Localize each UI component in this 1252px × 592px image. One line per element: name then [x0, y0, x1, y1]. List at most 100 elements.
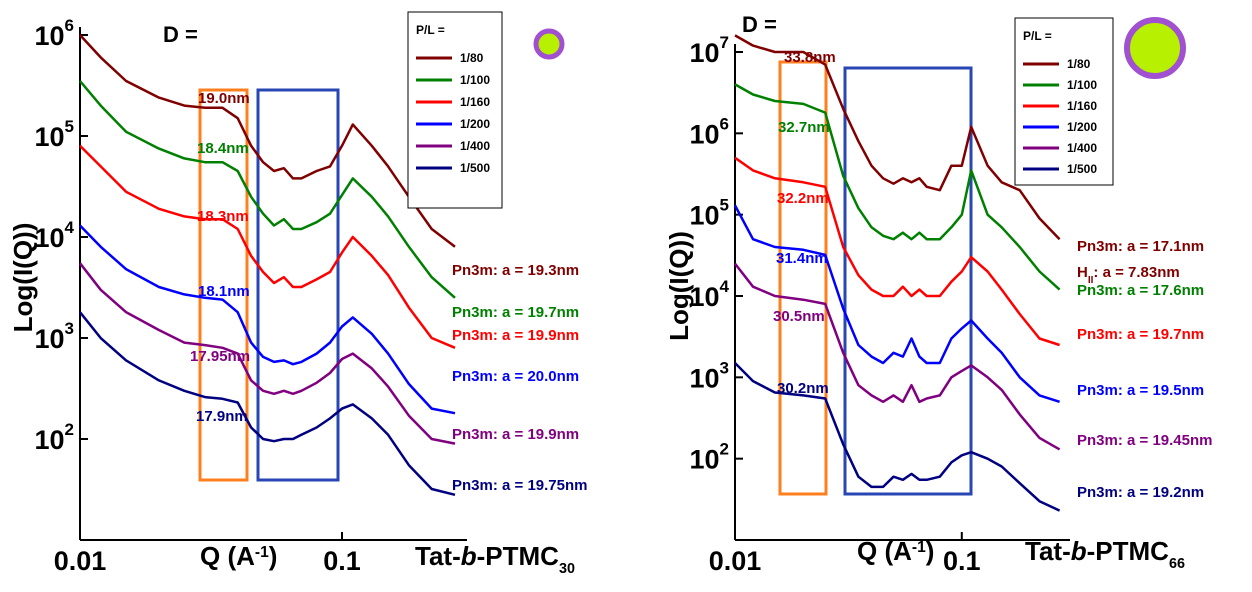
y-tick-exp: 5 [720, 196, 729, 215]
series-line [734, 34, 1061, 241]
y-tick-base: 10 [689, 38, 719, 68]
sample-label: Tat-b-PTMC66 [1025, 536, 1185, 572]
fit-label: Pn3m: a = 19.7nm [1077, 326, 1204, 343]
sample-label-part: Tat- [1025, 536, 1071, 566]
y-tick-label: 107 [689, 33, 729, 68]
y-tick-base: 10 [689, 282, 719, 312]
y-tick-label: 103 [34, 319, 74, 354]
fit-label: HII: a = 7.83nm [1077, 264, 1180, 286]
fit-label-part: : a = 7.83nm [1093, 264, 1179, 281]
legend-label: 1/80 [460, 51, 484, 65]
d-label: 19.0nm [198, 90, 250, 107]
sample-label-part: b [1071, 536, 1087, 566]
x-tick-label: 0.01 [709, 546, 762, 576]
y-tick-base: 10 [34, 21, 64, 51]
fit-label: Pn3m: a = 19.75nm [452, 477, 587, 494]
legend-label: 1/500 [1067, 162, 1097, 176]
x-tick-label: 0.1 [943, 546, 981, 576]
d-label: 30.2nm [777, 380, 829, 397]
y-tick-exp: 6 [65, 16, 74, 35]
vesicle-icon [533, 28, 565, 60]
y-tick-label: 104 [689, 277, 729, 312]
legend-label: 1/160 [460, 95, 490, 109]
series-line [79, 34, 456, 248]
d-label: 17.9nm [196, 408, 248, 425]
series-line [79, 80, 456, 299]
y-tick-base: 10 [689, 445, 719, 475]
y-tick-base: 10 [689, 201, 719, 231]
legend-label: 1/100 [1067, 78, 1097, 92]
y-tick-exp: 4 [65, 218, 75, 237]
legend-label: 1/200 [460, 117, 490, 131]
sample-label-part: 30 [559, 561, 575, 577]
series-line [79, 144, 456, 349]
y-tick-label: 106 [689, 114, 729, 149]
x-axis-label: Q (A-1) [857, 536, 934, 566]
legend-label: 1/100 [460, 73, 490, 87]
sample-label-part: b [461, 541, 477, 571]
y-tick-exp: 4 [720, 277, 730, 296]
blue-box [256, 88, 340, 482]
fit-label-part: II [1088, 275, 1094, 286]
legend-label: 1/400 [1067, 141, 1097, 155]
d-label: 31.4nm [776, 250, 828, 267]
fit-label: Pn3m: a = 19.9nm [452, 426, 579, 443]
y-tick-exp: 3 [720, 358, 729, 377]
x-axis-label-part: ) [926, 536, 935, 566]
legend-title: P/L = [1023, 29, 1052, 43]
vesicle-icon [1124, 17, 1186, 79]
fit-label: Pn3m: a = 19.7nm [452, 304, 579, 321]
legend-label: 1/160 [1067, 99, 1097, 113]
series-line [734, 362, 1061, 512]
d-label: 17.95nm [190, 348, 250, 365]
series-line [79, 224, 456, 415]
fit-label: Pn3m: a = 17.6nm [1077, 282, 1204, 299]
d-label: 33.8nm [784, 49, 836, 66]
d-title: D = [163, 22, 198, 47]
y-tick-base: 10 [34, 223, 64, 253]
d-label: 18.4nm [197, 140, 249, 157]
legend-title: P/L = [416, 23, 445, 37]
legend-box [407, 11, 503, 209]
y-tick-label: 102 [689, 440, 729, 475]
fit-label: Pn3m: a = 17.1nm [1077, 238, 1204, 255]
d-label: 32.7nm [778, 119, 830, 136]
x-axis-label-part: Q (A [857, 536, 912, 566]
y-tick-label: 105 [689, 196, 729, 231]
orange-box [778, 60, 828, 496]
d-label: 18.3nm [197, 208, 249, 225]
y-tick-exp: 2 [65, 420, 74, 439]
series-line [79, 311, 456, 497]
series-line [734, 262, 1061, 451]
fit-label: Pn3m: a = 19.5nm [1077, 382, 1204, 399]
y-axis-label: Log(I(Q)) [8, 223, 38, 333]
blue-box [843, 66, 973, 496]
series-line [734, 156, 1060, 347]
y-tick-label: 106 [34, 16, 74, 51]
x-axis-label: Q (A-1) [200, 541, 277, 571]
y-tick-label: 103 [689, 358, 729, 393]
fit-label-part: H [1077, 264, 1088, 281]
y-tick-exp: 2 [720, 440, 729, 459]
sample-label: Tat-b-PTMC30 [415, 541, 575, 577]
sample-label-part: Tat- [415, 541, 461, 571]
orange-box [198, 88, 249, 482]
d-label: 18.1nm [198, 283, 250, 300]
x-axis-label-part: -1 [912, 539, 926, 556]
series-line [734, 83, 1061, 291]
d-title: D = [742, 12, 777, 37]
legend-label: 1/80 [1067, 57, 1091, 71]
sample-label-part: 66 [1169, 556, 1185, 572]
x-tick-label: 0.01 [54, 546, 107, 576]
y-tick-exp: 6 [720, 114, 729, 133]
y-tick-exp: 7 [720, 33, 729, 52]
d-label: 32.2nm [777, 190, 829, 207]
series-line [79, 262, 456, 445]
y-tick-label: 104 [34, 218, 74, 253]
x-axis-label-part: ) [269, 541, 278, 571]
fit-label: Pn3m: a = 19.2nm [1077, 484, 1204, 501]
sample-label-part: -PTMC [477, 541, 560, 571]
y-tick-base: 10 [34, 324, 64, 354]
fit-label: Pn3m: a = 20.0nm [452, 368, 579, 385]
